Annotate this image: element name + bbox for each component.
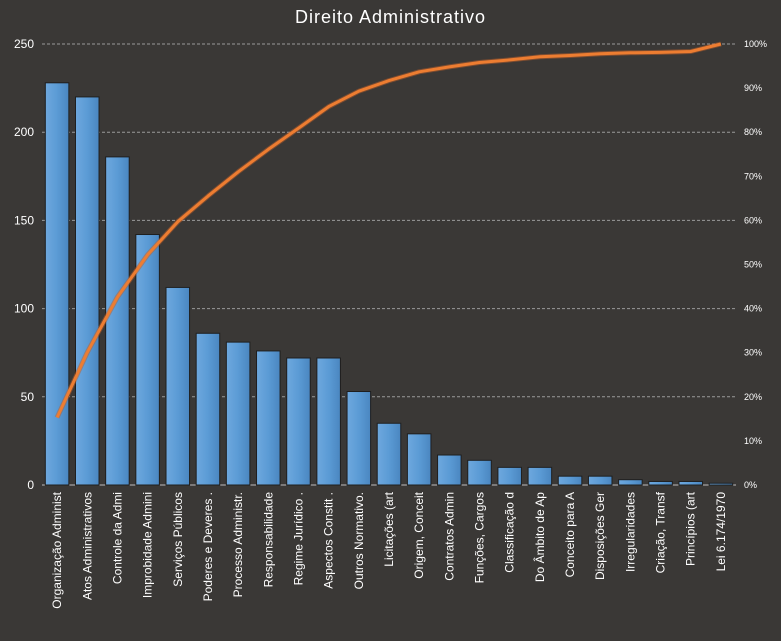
- y-left-tick-label: 100: [14, 302, 34, 316]
- bar-17: [527, 466, 553, 486]
- category-label: Irregularidades: [623, 492, 637, 572]
- category-label: Licitações (art: [382, 491, 396, 566]
- y-left-tick-label: 0: [27, 478, 34, 492]
- bar-22: [678, 480, 704, 486]
- y-right-tick-label: 30%: [744, 348, 762, 358]
- category-label: Criação, Transf: [654, 491, 668, 573]
- category-label: Conceito para A: [563, 492, 577, 577]
- y-left-tick-label: 250: [14, 37, 34, 51]
- y-left-tick-label: 200: [14, 125, 34, 139]
- category-label: Disposições Ger: [593, 492, 607, 580]
- category-label: Origem, Conceit: [412, 491, 426, 578]
- bar-16: [497, 466, 522, 486]
- bar-13: [406, 433, 432, 486]
- bar-3: [105, 156, 130, 486]
- category-label: Organização Administ: [50, 491, 64, 608]
- bar-21: [648, 480, 673, 486]
- y-left-tick-label: 150: [14, 213, 34, 227]
- category-label: Classificação d: [503, 492, 517, 573]
- x-axis-categories: Organização Administ Atos Administrativos…: [50, 491, 728, 608]
- bar-15: [467, 459, 492, 486]
- category-label: Controle da Admi: [110, 492, 124, 584]
- bar-4: [135, 234, 160, 486]
- cumulative-line-series: [54, 41, 722, 419]
- category-label: Outros Normativo.: [352, 492, 366, 589]
- bar-8: [256, 350, 281, 486]
- bar-18: [557, 475, 583, 486]
- category-label: Atos Administrativos: [80, 492, 94, 600]
- y-right-tick-label: 80%: [744, 127, 762, 137]
- bar-6: [195, 332, 221, 486]
- y-right-tick-label: 100%: [744, 39, 767, 49]
- bar-2: [74, 96, 100, 486]
- category-label: Princípios (art: [684, 491, 698, 566]
- category-label: Poderes e Deveres .: [201, 492, 215, 601]
- category-label: Serviços Públicos: [171, 492, 185, 587]
- y-right-tick-label: 70%: [744, 171, 762, 181]
- bar-20: [618, 479, 643, 486]
- bar-10: [316, 357, 341, 486]
- chart-title: Direito Administrativo: [294, 7, 487, 27]
- bar-23: [708, 482, 734, 486]
- category-label: Funções, Cargos: [473, 492, 487, 583]
- bar-11: [346, 391, 372, 486]
- category-label: Responsabilidade: [261, 492, 275, 588]
- y-axis-right: 0% 10% 20% 30% 40% 50% 60% 70% 80% 90% 100%: [744, 39, 767, 490]
- y-left-tick-label: 50: [21, 390, 35, 404]
- bar-9: [286, 357, 311, 486]
- bar-12: [376, 422, 402, 486]
- bar-series: [44, 82, 734, 486]
- category-label: Contratos Admin: [442, 492, 456, 581]
- category-label: Processo Administr.: [231, 492, 245, 597]
- y-right-tick-label: 40%: [744, 304, 762, 314]
- y-right-tick-label: 10%: [744, 436, 762, 446]
- category-label: Regime Jurídico .: [291, 492, 305, 585]
- y-right-tick-label: 0%: [744, 480, 757, 490]
- bar-14: [437, 454, 462, 486]
- bar-7: [225, 341, 251, 486]
- y-right-tick-label: 60%: [744, 215, 762, 225]
- y-right-tick-label: 50%: [744, 260, 762, 270]
- y-right-tick-label: 90%: [744, 83, 762, 93]
- bar-1: [44, 82, 70, 486]
- y-axis-left: 0 50 100 150 200 250: [14, 37, 34, 492]
- category-label: Improbidade Admini: [141, 492, 155, 598]
- y-right-tick-label: 20%: [744, 392, 762, 402]
- bar-5: [165, 286, 191, 486]
- bar-19: [587, 475, 613, 486]
- category-label: Lei 6.174/1970: [714, 492, 728, 572]
- category-label: Aspectos Constit .: [322, 492, 336, 589]
- category-label: Do Âmbito de Ap: [532, 492, 547, 582]
